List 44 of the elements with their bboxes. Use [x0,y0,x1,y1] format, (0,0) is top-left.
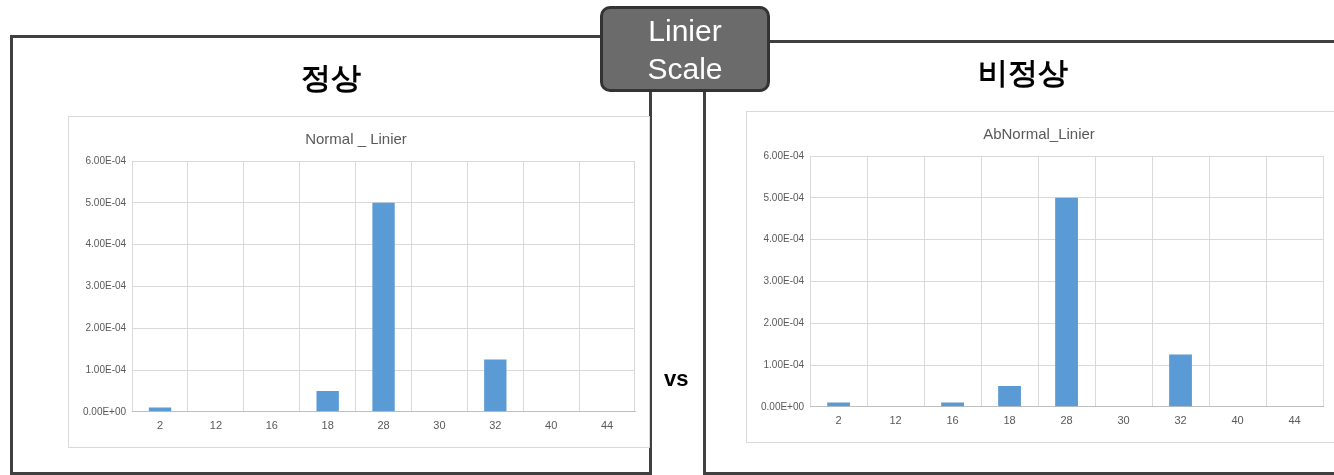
y-tick-label: 1.00E-04 [763,358,805,370]
x-tick-label: 40 [1231,414,1244,427]
y-tick-label: 4.00E-04 [763,233,805,245]
chart-subtitle: AbNormal_Linier [983,125,1095,143]
x-tick-label: 28 [377,419,390,432]
y-tick-label: 4.00E-04 [85,238,127,250]
y-tick-label: 0.00E+00 [760,400,805,412]
x-tick-label: 18 [321,419,334,432]
x-tick-label: 18 [1003,414,1016,427]
y-tick-label: 6.00E-04 [763,149,805,161]
chart-title: 비정상 [978,55,1068,90]
y-tick-label: 3.00E-04 [763,275,805,287]
bar [998,385,1021,407]
y-tick-label: 2.00E-04 [85,321,127,333]
x-tick-label: 28 [1060,414,1073,427]
bar [1169,354,1192,407]
bar [1055,197,1078,407]
x-tick-label: 2 [156,419,164,432]
x-tick-label: 16 [265,419,278,432]
bar [372,202,395,412]
x-tick-label: 32 [1174,414,1187,427]
text: vs [664,366,689,392]
x-tick-label: 44 [600,419,614,432]
x-tick-label: 44 [1288,414,1301,427]
x-tick-label: 12 [209,419,223,432]
bar [316,390,339,412]
bar [484,359,507,412]
x-tick-label: 30 [433,419,446,432]
x-tick-label: 40 [545,419,558,432]
chart-title: 정상 [300,59,362,97]
x-tick-label: 16 [946,414,959,427]
y-tick-label: 2.00E-04 [763,316,805,328]
chart-subtitle: Normal _ Linier [305,130,407,148]
y-tick-label: 3.00E-04 [85,280,127,292]
y-tick-label: 6.00E-04 [85,154,127,166]
y-tick-label: 1.00E-04 [85,363,127,375]
x-tick-label: 32 [489,419,502,432]
y-tick-label: 5.00E-04 [763,191,805,203]
x-tick-label: 12 [889,414,902,427]
y-tick-label: 5.00E-04 [85,196,127,208]
y-tick-label: 0.00E+00 [82,405,127,417]
x-tick-label: 30 [1117,414,1130,427]
x-tick-label: 2 [835,414,842,427]
text: Linier Scale [646,13,724,87]
